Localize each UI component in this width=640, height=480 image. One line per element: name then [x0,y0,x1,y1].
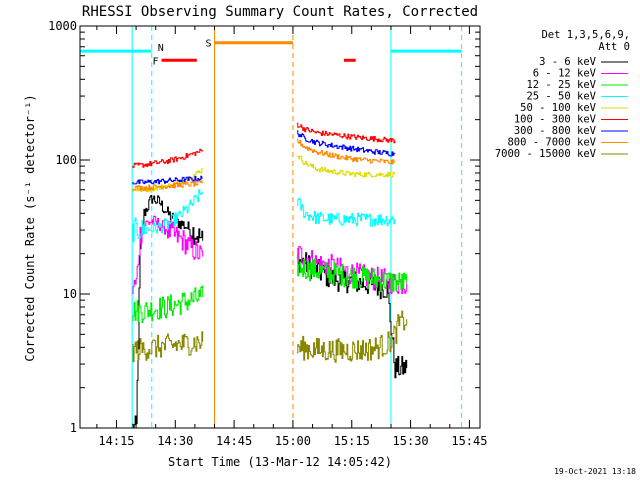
series-line-7-seg1 [132,180,204,191]
series-line-5-seg1 [132,148,204,168]
x-tick-label-1: 14:30 [157,434,193,448]
x-tick-label-0: 14:15 [98,434,134,448]
plot-frame [79,25,481,429]
series-1 [132,215,408,295]
series-line-6-seg1 [132,175,203,185]
y-tick-label-2: 100 [55,153,77,167]
series-line-8-seg2 [296,310,408,363]
time-bar-label-1: N [158,43,164,54]
x-axis-label: Start Time (13-Mar-12 14:05:42) [168,455,392,469]
series-3 [132,189,396,243]
x-tick-label-4: 15:15 [334,434,370,448]
legend-label-7: 800 - 7000 keV [507,137,596,149]
time-bar-label-2: F [153,56,159,67]
series-7 [132,138,396,191]
series-6 [132,130,396,185]
x-tick-label-6: 15:45 [451,434,487,448]
series-line-7-seg2 [296,138,396,165]
y-axis: 1 10 100 1000 [48,19,480,435]
legend-label-8: 7000 - 15000 keV [495,148,597,160]
series-line-2-seg2 [296,255,408,292]
legend-label-1: 6 - 12 keV [533,68,597,80]
series-line-3-seg2 [296,197,396,227]
y-tick-label-0: 1 [70,421,77,435]
series-line-8-seg1 [132,331,204,363]
data-series [132,122,408,429]
y-tick-label-1: 10 [63,287,77,301]
legend-label-2: 12 - 25 keV [526,79,596,91]
time-markers [131,26,463,428]
chart-title: RHESSI Observing Summary Count Rates, Co… [82,4,478,20]
time-bars: NF S [80,39,462,67]
legend-header: Det 1,3,5,6,9, [541,29,630,41]
legend-attenuator: Att 0 [598,41,630,53]
x-tick-label-2: 14:45 [216,434,252,448]
series-line-5-seg2 [296,122,396,144]
legend-label-3: 25 - 50 keV [526,91,596,103]
y-axis-label: Corrected Count Rate (s⁻¹ detector⁻¹) [23,94,37,361]
legend-label-0: 3 - 6 keV [539,56,597,68]
series-line-4-seg2 [296,155,396,178]
series-line-6-seg2 [296,130,396,157]
x-tick-label-3: 15:00 [275,434,311,448]
timestamp: 19-Oct-2021 13:18 [554,467,636,476]
legend-label-5: 100 - 300 keV [514,114,597,126]
x-axis: 14:15 14:30 14:45 15:00 15:15 15:30 15:45 [96,26,487,448]
legend-label-4: 50 - 100 keV [520,102,597,114]
y-tick-label-3: 1000 [48,19,77,33]
x-tick-label-5: 15:30 [393,434,429,448]
legend-label-6: 300 - 800 keV [514,125,597,137]
series-2 [132,255,408,323]
series-8 [132,310,408,363]
time-bar-label-3: S [205,39,211,50]
series-5 [132,122,396,168]
series-line-2-seg1 [132,285,204,323]
series-line-3-seg1 [132,189,204,243]
